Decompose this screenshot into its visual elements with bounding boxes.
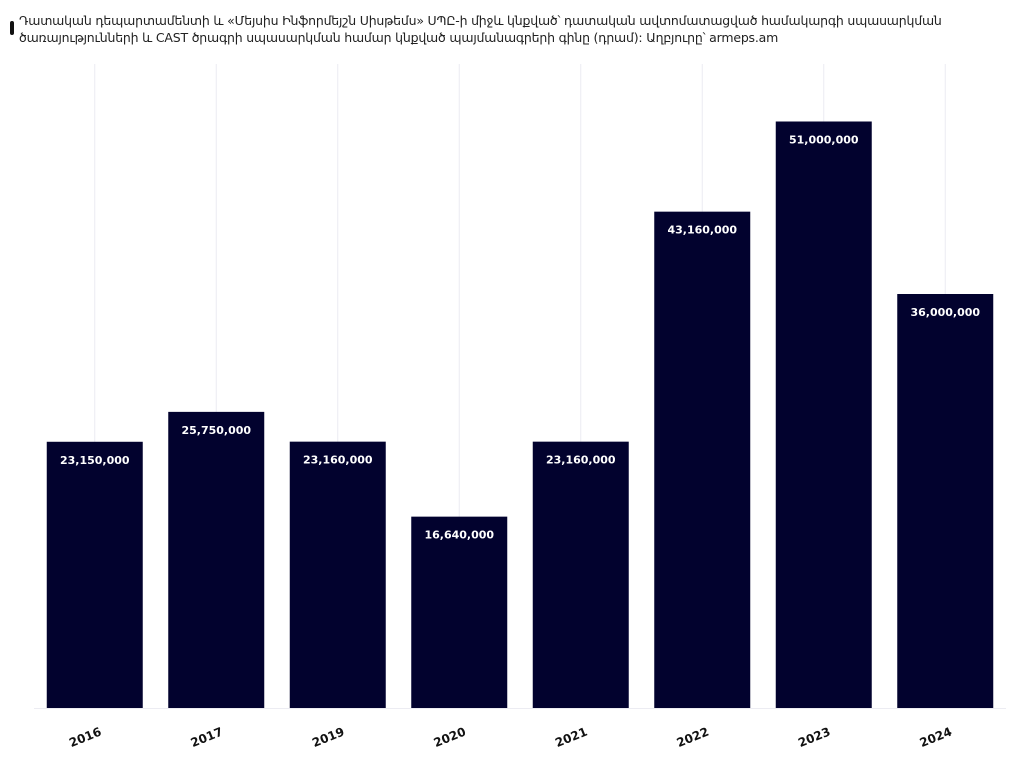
x-tick-label: 2024 [918,725,954,750]
bar-2023 [775,121,872,708]
data-label-2020: 16,640,000 [424,529,494,542]
bar-2017 [168,411,265,708]
x-tick-label: 2020 [432,725,468,750]
x-tick-label: 2022 [675,725,711,750]
bar-2020 [411,516,508,708]
data-label-2019: 23,160,000 [303,454,373,467]
bar-2016 [46,441,143,708]
bar-2021 [532,441,629,708]
data-label-2023: 51,000,000 [789,134,859,147]
bar-2022 [654,211,751,708]
data-label-2022: 43,160,000 [667,224,737,237]
data-label-2017: 25,750,000 [181,424,251,437]
x-tick-label: 2016 [67,725,103,750]
data-label-2024: 36,000,000 [910,306,980,319]
x-tick-label: 2017 [189,725,225,750]
chart-title-block: Դատական դեպարտամենտի և «Մեյսիս Ինֆորմեյշ… [10,12,970,46]
data-label-2021: 23,160,000 [546,454,616,467]
chart-title: Դատական դեպարտամենտի և «Մեյսիս Ինֆորմեյշ… [19,13,942,45]
x-tick-label: 2019 [310,725,346,750]
x-tick-label: 2021 [553,725,589,750]
bar-2024 [897,294,994,708]
x-tick-label: 2023 [796,725,832,750]
data-label-2016: 23,150,000 [60,454,130,467]
bar-2019 [289,441,386,708]
title-marker [10,21,14,35]
